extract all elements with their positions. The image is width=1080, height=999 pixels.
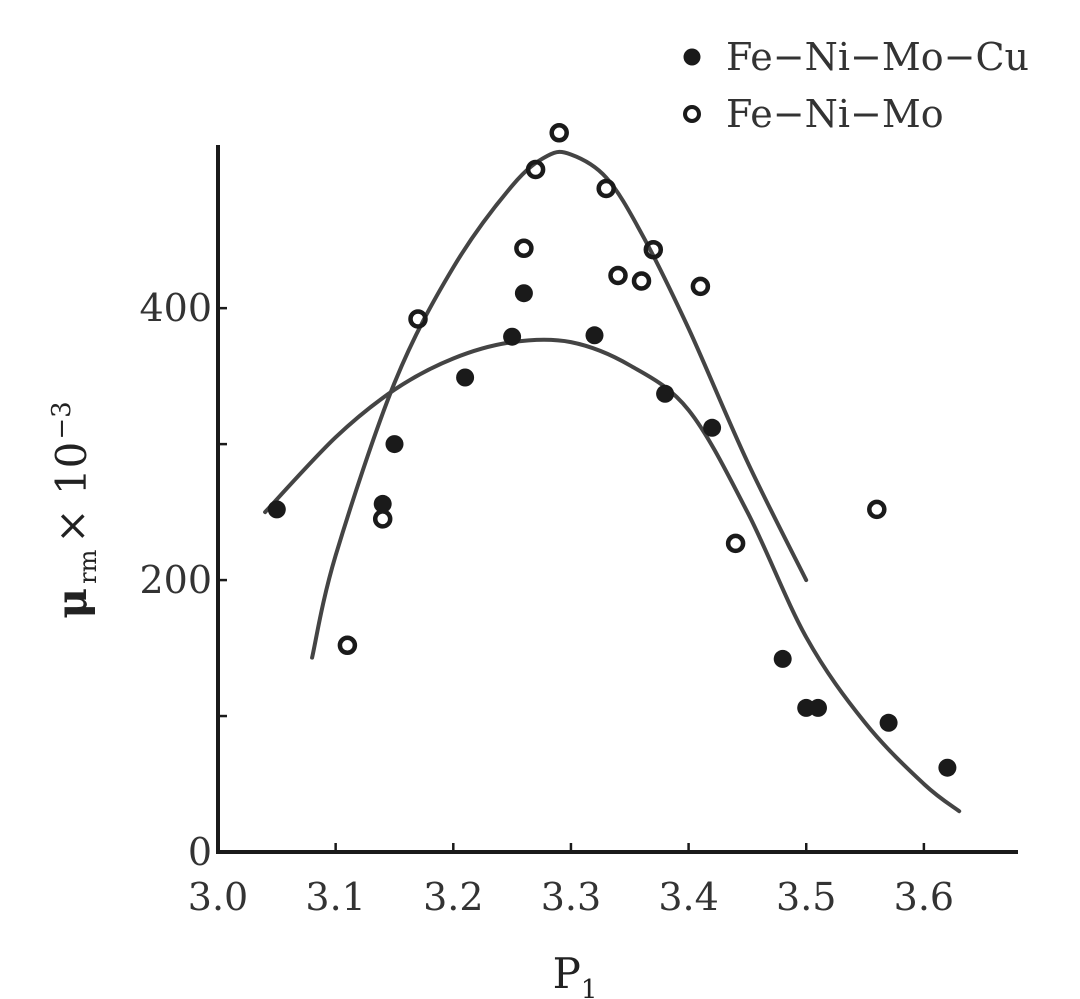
data-point-series-1	[643, 239, 664, 260]
data-point-series-0	[373, 494, 392, 513]
y-axis-title-superscript: −3	[47, 401, 77, 439]
data-point-series-0	[809, 698, 827, 717]
data-point-series-0	[938, 758, 957, 777]
x-tick-label: 3.5	[776, 875, 836, 919]
data-point-series-1	[525, 159, 546, 180]
data-points	[267, 123, 957, 777]
legend-label-fe-ni-mo: Fe−Ni−Mo	[726, 92, 944, 136]
data-point-series-1	[690, 276, 711, 297]
data-point-series-0	[385, 435, 404, 454]
data-point-series-1	[596, 178, 616, 199]
x-axis-title-subscript: 1	[581, 975, 598, 999]
x-tick-label: 3.1	[305, 875, 365, 919]
data-point-series-1	[549, 123, 569, 143]
data-point-series-0	[514, 284, 533, 303]
data-point-series-0	[773, 649, 792, 668]
data-point-series-1	[337, 635, 358, 656]
data-point-series-1	[514, 238, 534, 259]
data-point-series-0	[456, 368, 475, 387]
legend-marker-filled	[683, 48, 701, 66]
x-tick-label: 3.4	[658, 875, 718, 919]
fit-curve-series-0	[263, 337, 962, 814]
axes	[216, 145, 1018, 854]
tick-labels: 3.0 3.1 3.2 3.3 3.4 3.5 3.6 0 200 400	[139, 286, 954, 919]
fit-curve-series-1	[310, 149, 809, 660]
y-tick-label: 400	[139, 286, 212, 330]
data-point-series-0	[656, 384, 675, 403]
x-tick-label: 3.3	[541, 875, 601, 919]
x-axis-title: P1	[553, 949, 598, 999]
x-tick-label: 3.2	[423, 875, 483, 919]
x-tick-label: 3.0	[188, 875, 248, 919]
data-point-series-1	[631, 271, 652, 291]
y-axis-title-subscript: rm	[74, 549, 102, 583]
y-tick-label: 0	[188, 830, 212, 874]
y-tick-label: 200	[139, 558, 212, 602]
data-point-series-0	[703, 418, 722, 437]
x-tick-label: 3.6	[894, 875, 954, 919]
data-point-series-0	[503, 327, 522, 346]
fit-curves	[263, 149, 962, 814]
data-point-series-1	[867, 499, 887, 520]
data-point-series-1	[608, 265, 628, 286]
legend: Fe−Ni−Mo−Cu Fe−Ni−Mo	[683, 35, 1029, 136]
data-point-series-1	[725, 533, 746, 554]
data-point-series-1	[408, 309, 428, 329]
data-point-series-0	[585, 326, 604, 345]
data-point-series-1	[372, 509, 393, 529]
data-point-series-0	[267, 500, 286, 519]
legend-label-fe-ni-mo-cu: Fe−Ni−Mo−Cu	[726, 35, 1029, 79]
legend-marker-open	[683, 105, 701, 123]
data-point-series-0	[879, 713, 898, 732]
y-axis-title: μrm× 10−3	[47, 401, 102, 618]
